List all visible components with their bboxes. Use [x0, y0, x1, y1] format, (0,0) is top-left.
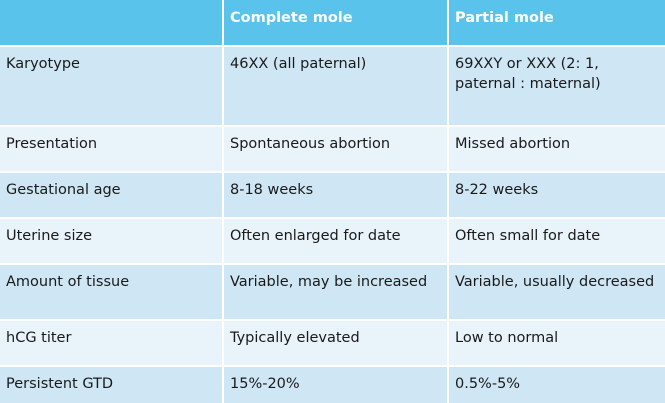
partial-mole-value: Missed abortion: [448, 126, 665, 173]
table-row: Persistent GTD 15%-20% 0.5%-5%: [0, 366, 665, 403]
complete-mole-value: 46XX (all paternal): [223, 46, 449, 127]
table-header-row: Complete mole Partial mole: [0, 0, 665, 47]
table-row: Karyotype 46XX (all paternal) 69XXY or X…: [0, 46, 665, 127]
row-label: Persistent GTD: [0, 366, 224, 403]
table-row: hCG titer Typically elevated Low to norm…: [0, 320, 665, 367]
row-label: Karyotype: [0, 46, 224, 127]
complete-mole-value: 8-18 weeks: [223, 172, 449, 219]
table-row: Presentation Spontaneous abortion Missed…: [0, 126, 665, 173]
table-row: Amount of tissue Variable, may be increa…: [0, 264, 665, 321]
header-empty-cell: [0, 0, 224, 47]
table-row: Uterine size Often enlarged for date Oft…: [0, 218, 665, 265]
partial-mole-value: 8-22 weeks: [448, 172, 665, 219]
row-label: Presentation: [0, 126, 224, 173]
header-partial-mole: Partial mole: [448, 0, 665, 47]
partial-mole-value: Low to normal: [448, 320, 665, 367]
partial-mole-value: 69XXY or XXX (2: 1, paternal : maternal): [448, 46, 665, 127]
row-label: Uterine size: [0, 218, 224, 265]
row-label: Amount of tissue: [0, 264, 224, 321]
header-complete-mole: Complete mole: [223, 0, 449, 47]
partial-mole-value: Variable, usually decreased: [448, 264, 665, 321]
complete-mole-value: 15%-20%: [223, 366, 449, 403]
complete-mole-value: Spontaneous abortion: [223, 126, 449, 173]
complete-mole-value: Typically elevated: [223, 320, 449, 367]
partial-mole-value: Often small for date: [448, 218, 665, 265]
row-label: Gestational age: [0, 172, 224, 219]
row-label: hCG titer: [0, 320, 224, 367]
table-row: Gestational age 8-18 weeks 8-22 weeks: [0, 172, 665, 219]
complete-mole-value: Often enlarged for date: [223, 218, 449, 265]
complete-mole-value: Variable, may be increased: [223, 264, 449, 321]
partial-mole-value: 0.5%-5%: [448, 366, 665, 403]
